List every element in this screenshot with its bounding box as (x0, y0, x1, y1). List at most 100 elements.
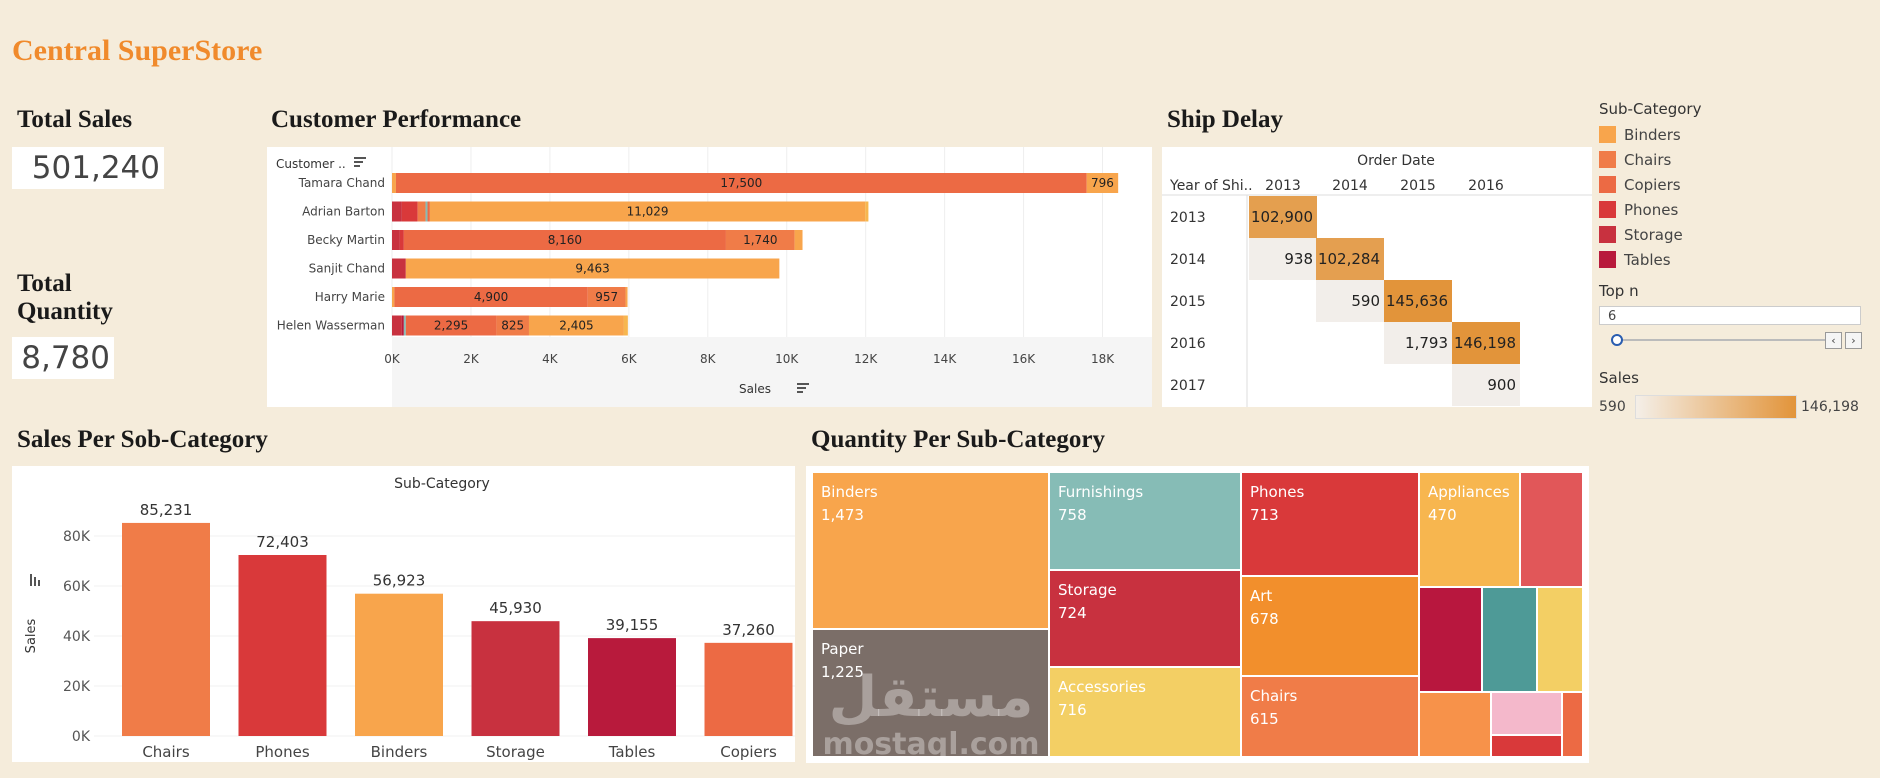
sort-icon[interactable] (354, 157, 366, 167)
sales-bar[interactable] (588, 638, 676, 736)
bar-data-label: 8,160 (548, 233, 582, 247)
sort-icon-line (38, 580, 40, 586)
treemap-cell[interactable] (811, 471, 1050, 630)
bar-segment[interactable] (427, 201, 430, 222)
sort-icon-line (797, 391, 803, 393)
treemap-cell[interactable] (1048, 569, 1242, 668)
bar-segment[interactable] (403, 315, 406, 336)
slider-thumb[interactable] (1611, 334, 1623, 346)
x-tick-label: 0K (384, 352, 401, 366)
x-tick-label: 8K (700, 352, 717, 366)
legend-item-phones[interactable]: Phones (1599, 197, 1869, 222)
top-n-label: Top n (1599, 282, 1639, 300)
sort-icon[interactable] (797, 383, 809, 393)
bar-segment[interactable] (417, 201, 426, 222)
quantity-subcategory-title: Quantity Per Sub-Category (811, 426, 1105, 453)
heatmap-cell[interactable] (1452, 322, 1520, 364)
heatmap-cell[interactable] (1249, 196, 1317, 238)
x-axis-title: Sales (739, 382, 771, 396)
bar-segment[interactable] (429, 201, 866, 222)
bar-segment[interactable] (865, 201, 869, 222)
bar-segment[interactable] (392, 258, 406, 279)
top-n-input[interactable]: 6 (1599, 306, 1861, 325)
treemap-cell[interactable] (1418, 471, 1521, 588)
customer-label: Helen Wasserman (277, 319, 385, 333)
treemap-cell-unlabeled[interactable] (1490, 734, 1563, 758)
bar-segment[interactable] (403, 230, 726, 250)
bar-segment[interactable] (401, 315, 404, 336)
treemap-cell-unlabeled[interactable] (1418, 691, 1492, 758)
treemap-cell[interactable] (1240, 471, 1420, 577)
bar-segment[interactable] (401, 201, 418, 222)
total-sales-value: 501,240 (12, 147, 164, 189)
sales-bar[interactable] (122, 522, 210, 736)
treemap-cell-unlabeled[interactable] (1519, 471, 1584, 588)
bar-segment[interactable] (625, 287, 628, 307)
heatmap-cell[interactable] (1384, 322, 1452, 364)
legend-item-copiers[interactable]: Copiers (1599, 172, 1869, 197)
y-tick-label: 0K (72, 729, 91, 745)
category-label: Binders (371, 743, 428, 761)
category-label: Tables (608, 743, 656, 761)
treemap-cell-value: 615 (1250, 710, 1279, 728)
bar-segment[interactable] (405, 315, 497, 336)
treemap-cell-unlabeled[interactable] (1490, 691, 1563, 736)
bar-segment[interactable] (392, 315, 402, 336)
legend-swatch (1599, 201, 1616, 218)
treemap-cell[interactable] (1048, 471, 1242, 571)
sales-color-max: 146,198 (1801, 399, 1859, 415)
quantity-subcategory-treemap: Binders 1,473 Paper 1,225 Furnishings 758 Stor… (811, 471, 1584, 762)
bar-segment[interactable] (405, 258, 780, 279)
legend-item-tables[interactable]: Tables (1599, 247, 1869, 272)
bar-segment[interactable] (425, 201, 428, 222)
slider-next-button[interactable]: › (1845, 332, 1862, 349)
slider-prev-button[interactable]: ‹ (1825, 332, 1842, 349)
bar-segment[interactable] (528, 315, 624, 336)
y-tick-label: 60K (63, 579, 91, 595)
treemap-cell[interactable] (1240, 575, 1420, 677)
heatmap-cell[interactable] (1452, 364, 1520, 406)
bar-segment[interactable] (496, 315, 529, 336)
bar-data-label: 11,029 (627, 205, 669, 219)
treemap-cell-unlabeled[interactable] (1561, 691, 1584, 758)
bar-segment[interactable] (392, 230, 400, 250)
treemap-cell[interactable] (1240, 675, 1420, 758)
bar-segment[interactable] (1086, 173, 1119, 193)
bar-segment[interactable] (725, 230, 795, 250)
bar-segment[interactable] (394, 287, 588, 307)
bar-segment[interactable] (794, 230, 803, 250)
treemap-cell-unlabeled[interactable] (1418, 586, 1483, 693)
legend-item-storage[interactable]: Storage (1599, 222, 1869, 247)
treemap-cell[interactable] (1048, 666, 1242, 758)
bar-segment[interactable] (392, 201, 402, 222)
heatmap-cell[interactable] (1316, 280, 1384, 322)
column-year-label: 2013 (1265, 178, 1301, 194)
total-sales-label: Total Sales (17, 106, 133, 133)
bar-segment[interactable] (399, 230, 404, 250)
treemap-cell[interactable] (811, 628, 1050, 758)
sales-bar[interactable] (704, 642, 793, 736)
bar-segment[interactable] (392, 287, 395, 307)
treemap-cell-name: Paper (821, 640, 864, 658)
sales-bar[interactable] (471, 621, 560, 736)
heatmap-cell[interactable] (1316, 238, 1384, 280)
bar-data-label: 1,740 (743, 233, 777, 247)
bar-segment[interactable] (587, 287, 626, 307)
top-n-slider[interactable]: ‹ › (1599, 329, 1869, 351)
treemap-cell-unlabeled[interactable] (1481, 586, 1538, 693)
treemap-cell-unlabeled[interactable] (1536, 586, 1584, 693)
legend-item-binders[interactable]: Binders (1599, 122, 1869, 147)
treemap-cell-value: 716 (1058, 701, 1087, 719)
bar-segment[interactable] (392, 173, 396, 193)
sales-bar[interactable] (238, 554, 327, 736)
x-tick-label: 16K (1012, 352, 1036, 366)
sales-bar[interactable] (355, 593, 443, 736)
bar-segment[interactable] (395, 173, 1087, 193)
legend-item-chairs[interactable]: Chairs (1599, 147, 1869, 172)
sort-icon[interactable] (30, 574, 40, 586)
treemap-cell-name: Chairs (1250, 687, 1298, 705)
bar-segment[interactable] (623, 315, 628, 336)
heatmap-cell[interactable] (1384, 280, 1452, 322)
bar-data-label: 796 (1091, 176, 1114, 190)
heatmap-cell[interactable] (1249, 238, 1317, 280)
